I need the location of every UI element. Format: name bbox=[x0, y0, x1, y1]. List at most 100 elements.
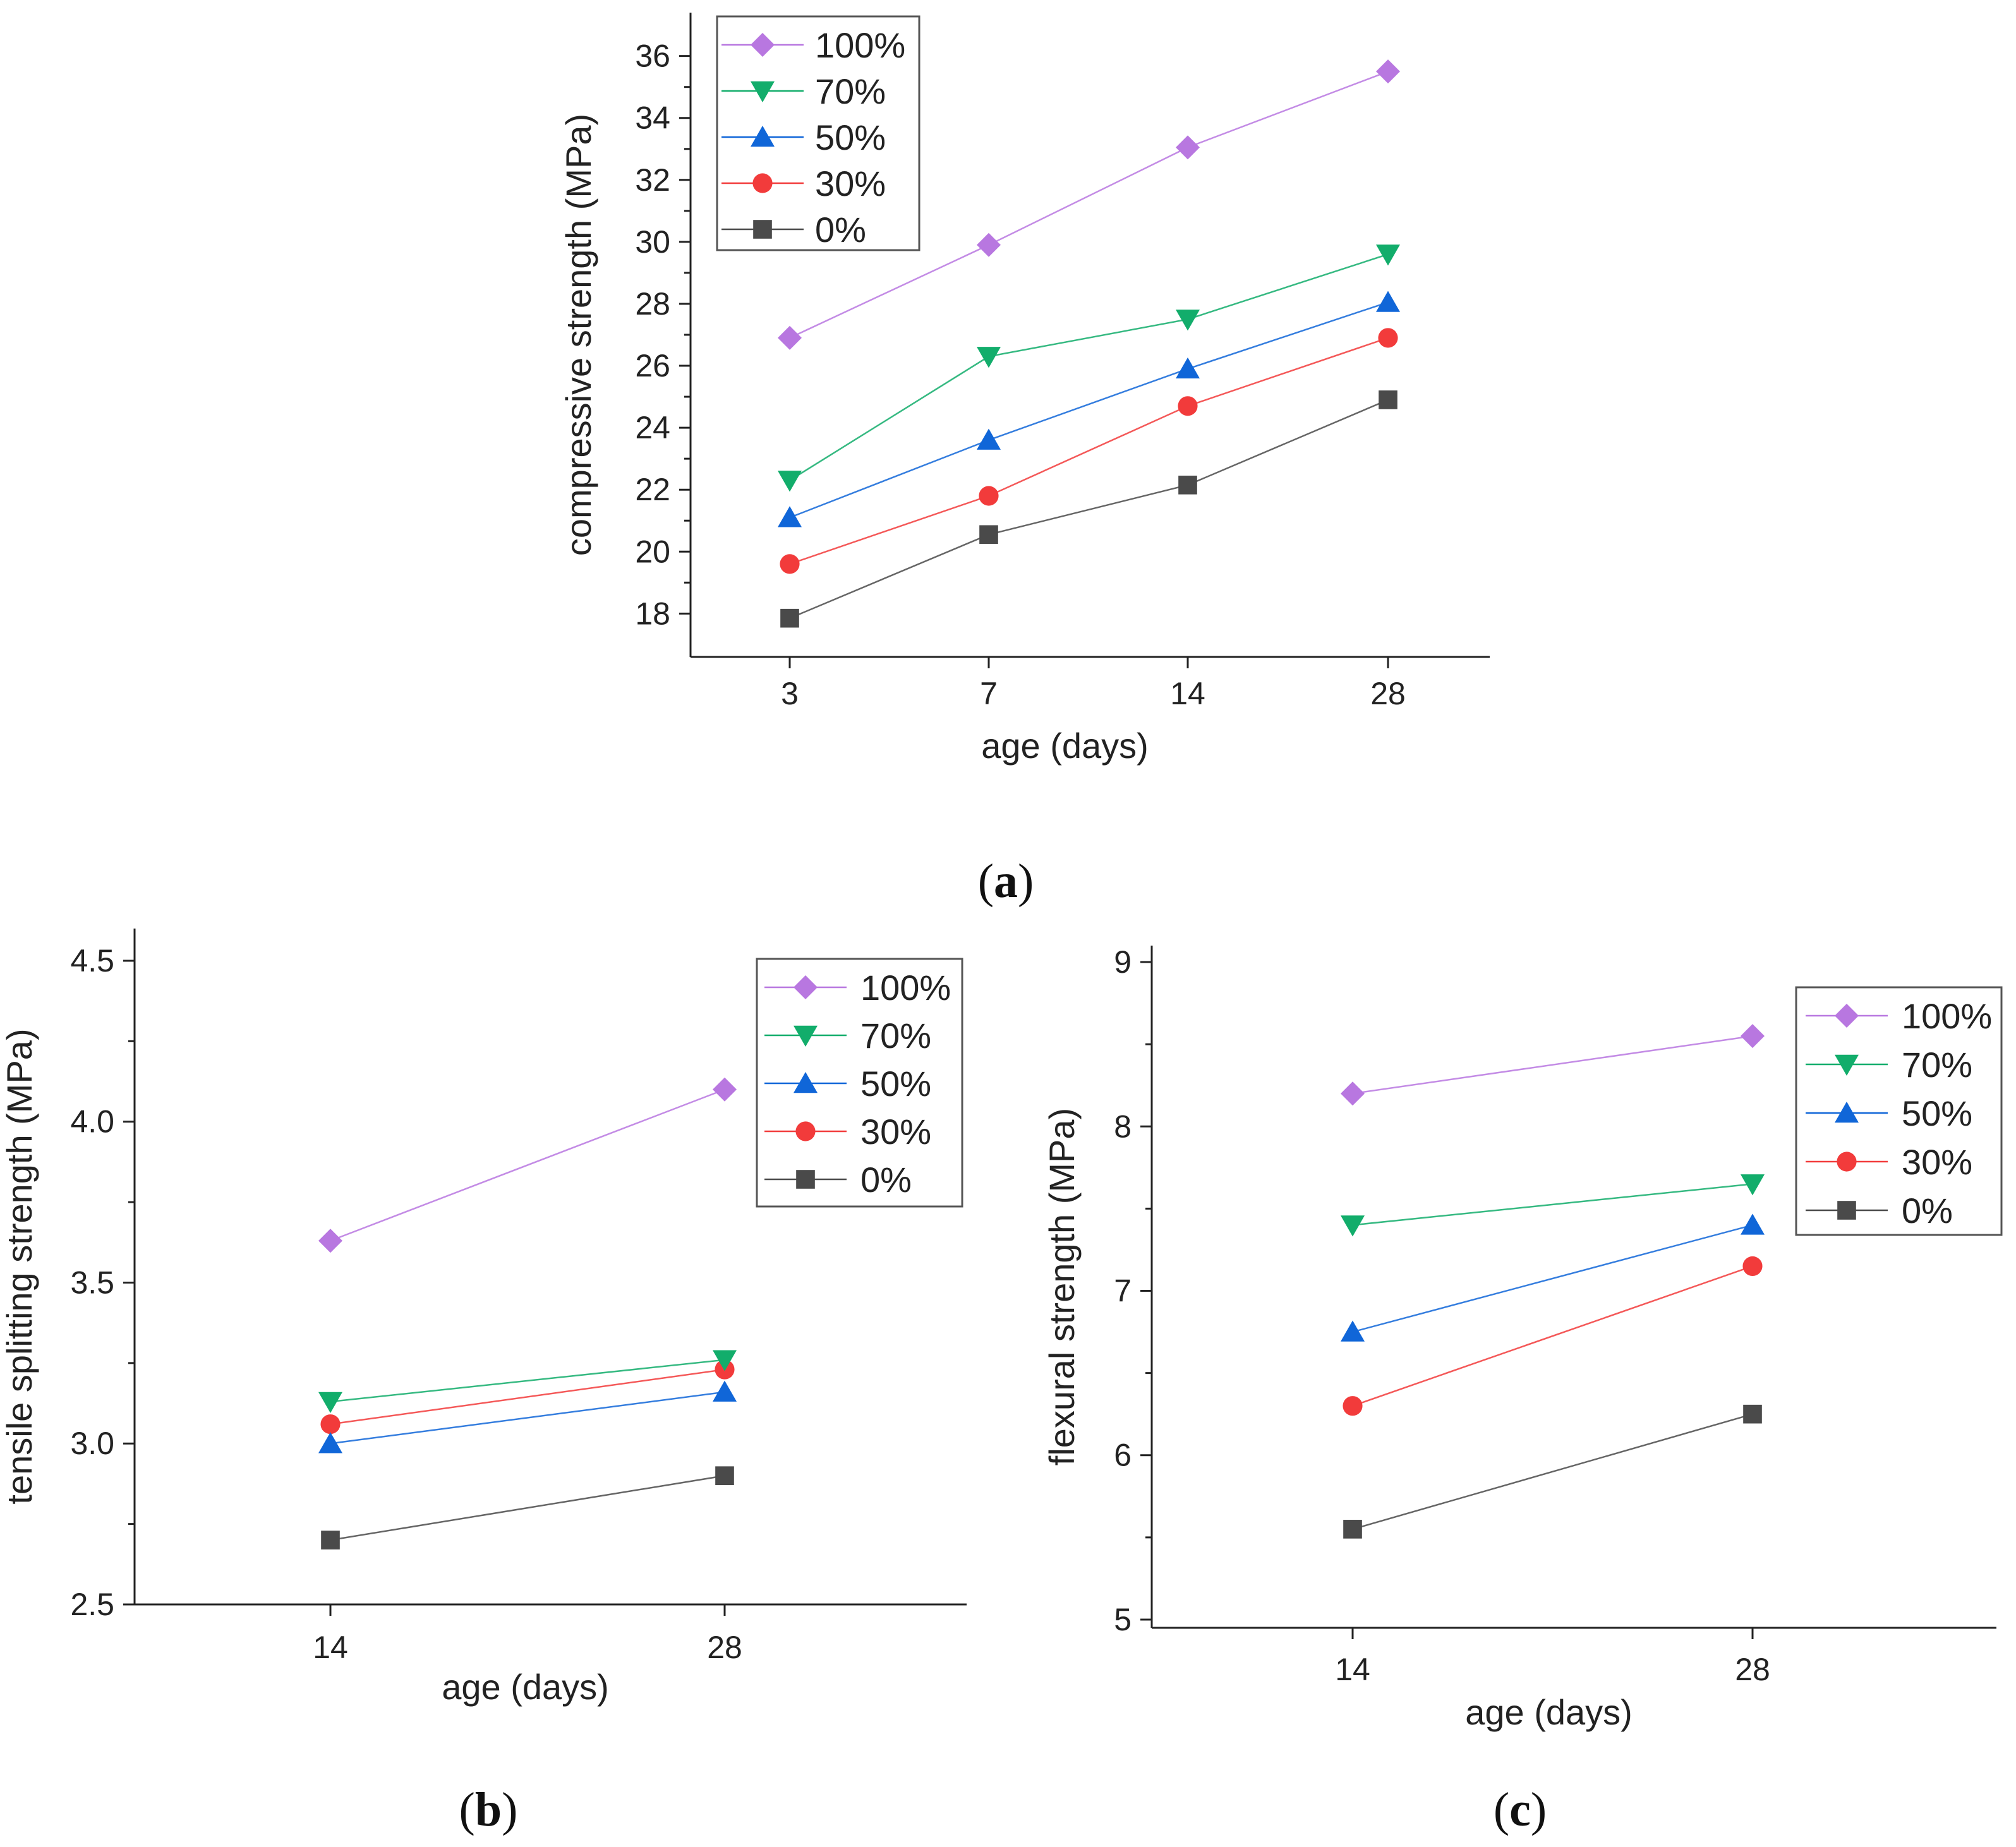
y-tick-label: 30 bbox=[635, 224, 670, 260]
legend-item: 70% bbox=[721, 71, 886, 111]
legend-label: 100% bbox=[1902, 996, 1992, 1036]
legend-item: 50% bbox=[1806, 1093, 1972, 1133]
data-point-70pct bbox=[977, 347, 1001, 368]
panel-label: (b) bbox=[459, 1783, 518, 1836]
data-point-100pct bbox=[778, 325, 802, 350]
legend-label: 100% bbox=[815, 25, 905, 65]
legend-item: 100% bbox=[721, 25, 905, 65]
legend-marker bbox=[794, 1071, 818, 1093]
legend-item: 70% bbox=[764, 1016, 931, 1056]
data-point-70pct bbox=[778, 471, 802, 492]
data-point-30pct bbox=[1343, 1396, 1363, 1416]
data-point-0pct bbox=[1743, 1404, 1762, 1424]
x-tick-label: 14 bbox=[1170, 676, 1205, 711]
legend-label: 0% bbox=[860, 1160, 912, 1200]
legend-marker bbox=[794, 1025, 818, 1047]
legend: 100% 70% 50% 30% 0% bbox=[756, 958, 963, 1208]
panel-label: (c) bbox=[1494, 1783, 1547, 1836]
series-line-30pct bbox=[330, 1368, 725, 1425]
legend-item: 0% bbox=[1806, 1191, 1953, 1230]
legend-item: 50% bbox=[721, 117, 886, 157]
series-line-50pct bbox=[330, 1391, 725, 1445]
legend-item: 0% bbox=[721, 210, 866, 250]
data-point-0pct bbox=[321, 1531, 340, 1549]
chart-panel-a: 18 20 22 24 26 28 30 32 34 36 3 7 14 28 age (days) comp… bbox=[558, 13, 1490, 908]
legend-marker bbox=[751, 33, 775, 57]
y-tick-label: 4.0 bbox=[70, 1104, 114, 1140]
y-tick-label: 9 bbox=[1114, 944, 1132, 980]
legend-marker bbox=[751, 125, 775, 147]
data-point-0pct bbox=[1178, 476, 1197, 495]
data-point-50pct bbox=[1341, 1320, 1365, 1342]
y-tick-label: 22 bbox=[635, 472, 670, 507]
data-point-50pct bbox=[713, 1380, 737, 1402]
series-line-100pct bbox=[789, 71, 1389, 339]
x-tick-label: 14 bbox=[313, 1630, 348, 1665]
data-point-30pct bbox=[1378, 328, 1398, 348]
data-point-30pct bbox=[780, 554, 800, 574]
data-point-50pct bbox=[1741, 1213, 1765, 1235]
data-point-30pct bbox=[979, 486, 999, 506]
legend-label: 70% bbox=[1902, 1045, 1972, 1085]
series-line-0pct bbox=[789, 399, 1389, 619]
y-axis-title: compressive strength (MPa) bbox=[558, 114, 598, 556]
x-axis-title: age (days) bbox=[1465, 1692, 1633, 1732]
series-line-0pct bbox=[330, 1474, 725, 1541]
y-tick-label: 7 bbox=[1114, 1273, 1132, 1309]
data-point-30pct bbox=[320, 1414, 341, 1435]
legend-label: 0% bbox=[1902, 1191, 1953, 1230]
x-tick-label: 14 bbox=[1335, 1652, 1370, 1687]
y-tick-label: 3.5 bbox=[70, 1265, 114, 1300]
series-line-70pct bbox=[1352, 1183, 1753, 1226]
data-point-100pct bbox=[1741, 1024, 1765, 1049]
data-point-100pct bbox=[318, 1229, 342, 1253]
x-axis-title: age (days) bbox=[442, 1667, 609, 1707]
legend-label: 100% bbox=[860, 968, 951, 1008]
legend: 100% 70% 50% 30% 0% bbox=[716, 15, 920, 251]
data-point-70pct bbox=[1741, 1174, 1765, 1196]
data-point-100pct bbox=[713, 1077, 737, 1102]
legend-item: 70% bbox=[1806, 1045, 1972, 1085]
legend-marker bbox=[753, 220, 772, 239]
legend-item: 100% bbox=[764, 968, 951, 1008]
legend-item: 30% bbox=[1806, 1142, 1972, 1182]
x-axis-title: age (days) bbox=[981, 726, 1149, 766]
data-point-100pct bbox=[977, 232, 1001, 257]
data-point-30pct bbox=[1178, 396, 1198, 416]
legend-label: 50% bbox=[815, 117, 886, 157]
y-tick-label: 36 bbox=[635, 39, 670, 74]
legend-label: 30% bbox=[815, 164, 886, 203]
data-point-50pct bbox=[318, 1432, 342, 1453]
legend-marker bbox=[794, 975, 818, 999]
legend-item: 30% bbox=[721, 164, 886, 203]
data-point-0pct bbox=[1379, 390, 1397, 409]
legend: 100% 70% 50% 30% 0% bbox=[1795, 986, 2003, 1236]
data-point-100pct bbox=[1176, 135, 1200, 160]
legend-box bbox=[1795, 986, 2003, 1236]
legend-marker bbox=[752, 173, 773, 193]
legend-label: 30% bbox=[1902, 1142, 1972, 1182]
y-tick-label: 6 bbox=[1114, 1438, 1132, 1473]
y-axis-title: tensile splitting strength (MPa) bbox=[0, 1028, 39, 1504]
data-point-50pct bbox=[778, 506, 802, 527]
legend-marker bbox=[1837, 1201, 1856, 1220]
legend-label: 50% bbox=[1902, 1093, 1972, 1133]
y-tick-label: 26 bbox=[635, 348, 670, 383]
legend-marker bbox=[751, 81, 775, 103]
legend-label: 0% bbox=[815, 210, 866, 250]
data-point-30pct bbox=[1742, 1256, 1763, 1277]
data-point-70pct bbox=[1176, 310, 1200, 331]
x-tick-label: 28 bbox=[1370, 676, 1406, 711]
y-tick-label: 8 bbox=[1114, 1109, 1132, 1144]
legend-marker bbox=[795, 1121, 816, 1141]
legend-marker bbox=[1835, 1054, 1859, 1076]
series-line-100pct bbox=[330, 1088, 725, 1242]
series-line-50pct bbox=[789, 301, 1389, 519]
legend-marker bbox=[1835, 1101, 1859, 1123]
x-tick-label: 7 bbox=[980, 676, 998, 711]
series-line-0pct bbox=[1352, 1413, 1753, 1531]
data-point-0pct bbox=[780, 608, 799, 628]
data-point-70pct bbox=[318, 1392, 342, 1414]
series-line-50pct bbox=[1352, 1224, 1753, 1333]
data-point-50pct bbox=[977, 428, 1001, 450]
